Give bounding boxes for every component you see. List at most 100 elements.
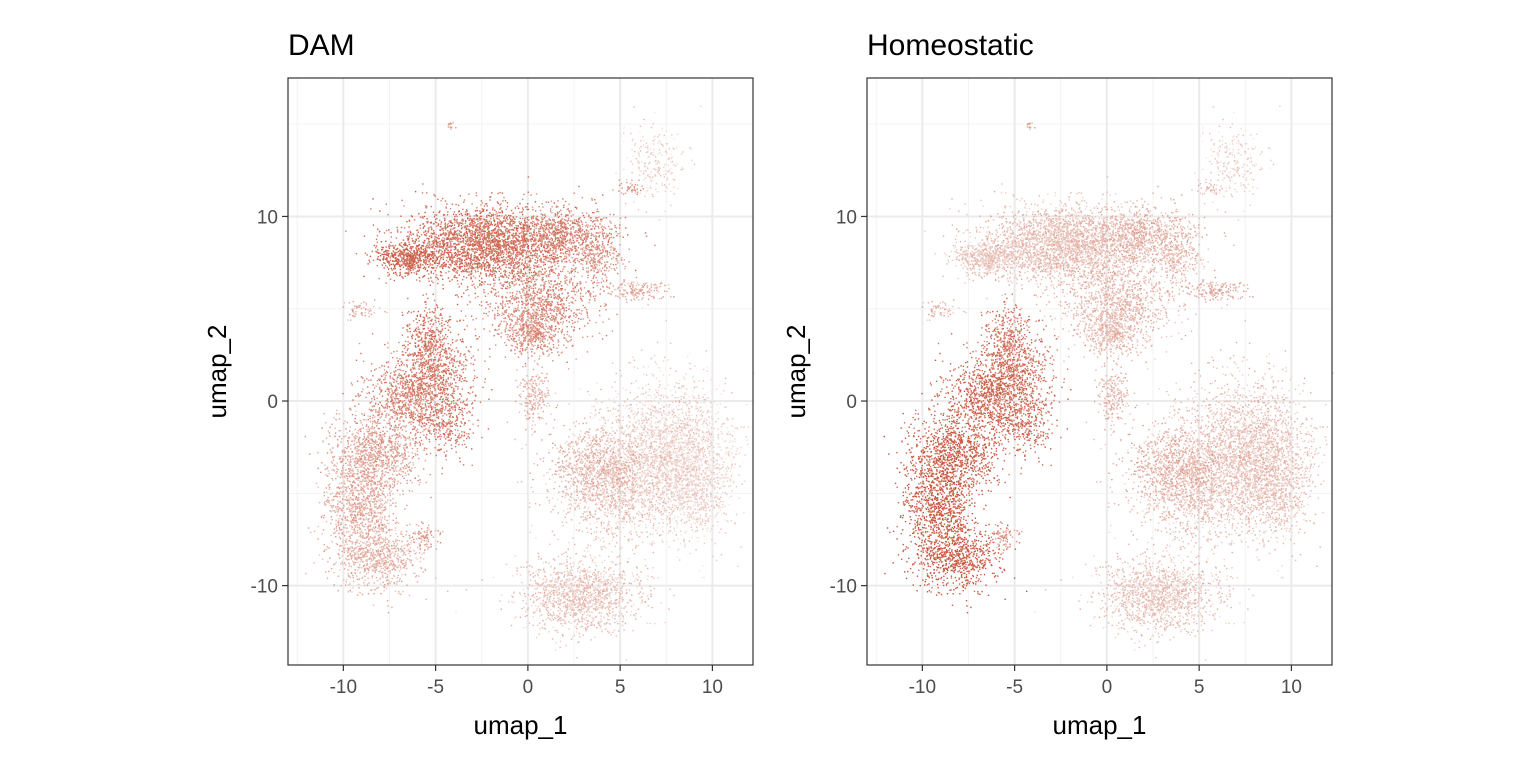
cell-point <box>377 242 378 243</box>
cell-point <box>481 281 482 282</box>
cell-point <box>552 250 553 251</box>
cell-point <box>410 259 411 260</box>
cell-point <box>513 275 514 276</box>
cell-point <box>392 269 393 270</box>
cell-point <box>554 260 555 261</box>
cell-point <box>542 227 543 228</box>
cell-point <box>573 222 574 223</box>
cell-point <box>553 347 554 348</box>
cell-point <box>417 252 418 253</box>
cell-point <box>498 248 499 249</box>
cell-point <box>573 240 574 241</box>
cell-point <box>548 282 549 283</box>
cell-point <box>427 257 428 258</box>
cell-point <box>585 236 586 237</box>
cell-point <box>516 262 517 263</box>
cell-point <box>501 257 502 258</box>
cell-point <box>487 270 488 271</box>
cell-point <box>454 233 455 234</box>
cell-point <box>490 248 491 249</box>
cell-point <box>569 224 570 225</box>
cell-point <box>503 321 504 322</box>
cell-point <box>587 226 588 227</box>
cell-point <box>539 356 540 357</box>
cell-point <box>617 233 618 234</box>
cell-point <box>581 244 582 245</box>
cell-point <box>454 277 455 278</box>
cell-point <box>490 238 491 239</box>
cell-point <box>570 231 571 232</box>
cell-point <box>479 247 480 248</box>
cell-point <box>507 216 508 217</box>
cell-point <box>568 247 569 248</box>
cell-point <box>532 275 533 276</box>
cell-point <box>381 241 382 242</box>
cell-point <box>423 268 424 269</box>
cell-point <box>488 223 489 224</box>
cell-point <box>565 216 566 217</box>
cell-point <box>445 272 446 273</box>
cell-point <box>554 221 555 222</box>
cell-point <box>533 284 534 285</box>
cell-point <box>518 301 519 302</box>
cell-point <box>580 298 581 299</box>
cell-point <box>608 242 609 243</box>
cell-point <box>474 257 475 258</box>
cell-point <box>526 265 527 266</box>
cell-point <box>546 234 547 235</box>
cell-point <box>533 237 534 238</box>
cell-point <box>531 279 532 280</box>
cell-point <box>557 237 558 238</box>
cell-point <box>504 221 505 222</box>
cell-point <box>432 251 433 252</box>
cell-point <box>481 265 482 266</box>
cell-point <box>474 248 475 249</box>
cell-point <box>512 292 513 293</box>
cell-point <box>458 254 459 255</box>
cell-point <box>563 207 564 208</box>
cell-point <box>406 221 407 222</box>
cell-point <box>516 230 517 231</box>
cell-point <box>466 263 467 264</box>
cell-point <box>442 251 443 252</box>
cell-point <box>418 248 419 249</box>
cell-point <box>541 274 542 275</box>
cell-point <box>579 222 580 223</box>
cell-point <box>411 257 412 258</box>
cell-point <box>554 235 555 236</box>
cell-point <box>539 235 540 236</box>
cell-point <box>540 222 541 223</box>
cell-point <box>502 260 503 261</box>
cell-point <box>370 208 371 209</box>
cell-point <box>497 259 498 260</box>
cell-point <box>540 210 541 211</box>
cell-point <box>524 312 525 313</box>
cell-point <box>590 229 591 230</box>
cell-point <box>600 253 601 254</box>
cell-point <box>499 208 500 209</box>
cell-point <box>473 284 474 285</box>
cell-point <box>475 256 476 257</box>
cell-point <box>560 228 561 229</box>
cell-point <box>464 246 465 247</box>
cell-point <box>564 223 565 224</box>
cell-point <box>566 347 567 348</box>
cell-point <box>592 212 593 213</box>
cell-point <box>427 256 428 257</box>
cell-point <box>472 281 473 282</box>
cell-point <box>475 251 476 252</box>
cell-point <box>519 233 520 234</box>
cell-point <box>499 255 500 256</box>
cell-point <box>444 214 445 215</box>
cell-point <box>492 310 493 311</box>
cell-point <box>596 277 597 278</box>
cell-point <box>456 271 457 272</box>
cell-point <box>497 315 498 316</box>
cell-point <box>521 240 522 241</box>
cell-point <box>406 244 407 245</box>
cell-point <box>526 275 527 276</box>
cell-point <box>512 316 513 317</box>
cell-point <box>486 255 487 256</box>
cell-point <box>430 235 431 236</box>
cell-point <box>521 277 522 278</box>
